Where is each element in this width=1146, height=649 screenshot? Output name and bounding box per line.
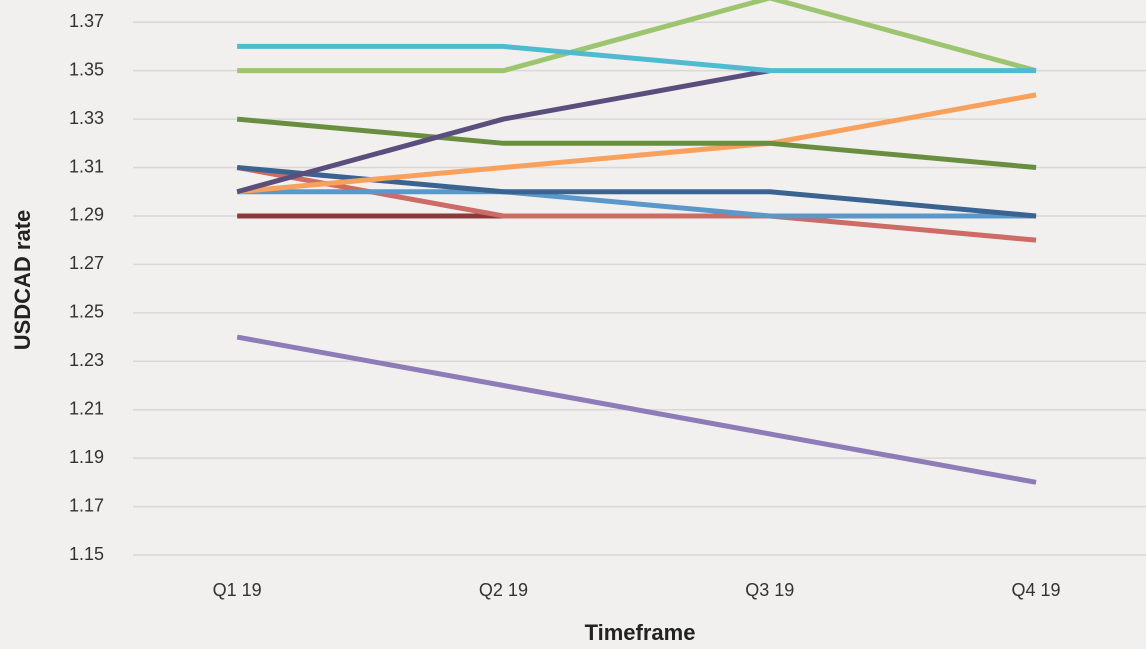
x-tick-label: Q4 19 (1012, 580, 1061, 600)
y-tick-label: 1.31 (69, 156, 104, 176)
series-line (237, 0, 1037, 74)
y-axis-title: USDCAD rate (10, 210, 35, 351)
series-line (236, 116, 1037, 171)
y-tick-label: 1.17 (69, 495, 104, 515)
y-tick-label: 1.29 (69, 205, 104, 225)
y-tick-label: 1.19 (69, 447, 104, 467)
x-tick-label: Q3 19 (745, 580, 794, 600)
x-tick-label: Q1 19 (213, 580, 262, 600)
y-tick-label: 1.33 (69, 108, 104, 128)
series-line (236, 68, 771, 195)
y-tick-label: 1.25 (69, 302, 104, 322)
y-tick-label: 1.27 (69, 253, 104, 273)
x-tick-label: Q2 19 (479, 580, 528, 600)
y-tick-label: 1.21 (69, 398, 104, 418)
y-tick-label: 1.23 (69, 350, 104, 370)
series-line (236, 92, 1037, 195)
series-line (237, 43, 1037, 74)
y-tick-label: 1.37 (69, 11, 104, 31)
y-tick-label: 1.35 (69, 59, 104, 79)
x-axis-title: Timeframe (585, 620, 696, 645)
series-line (236, 334, 1037, 485)
series-line (237, 189, 1037, 219)
y-tick-label: 1.15 (69, 544, 104, 564)
